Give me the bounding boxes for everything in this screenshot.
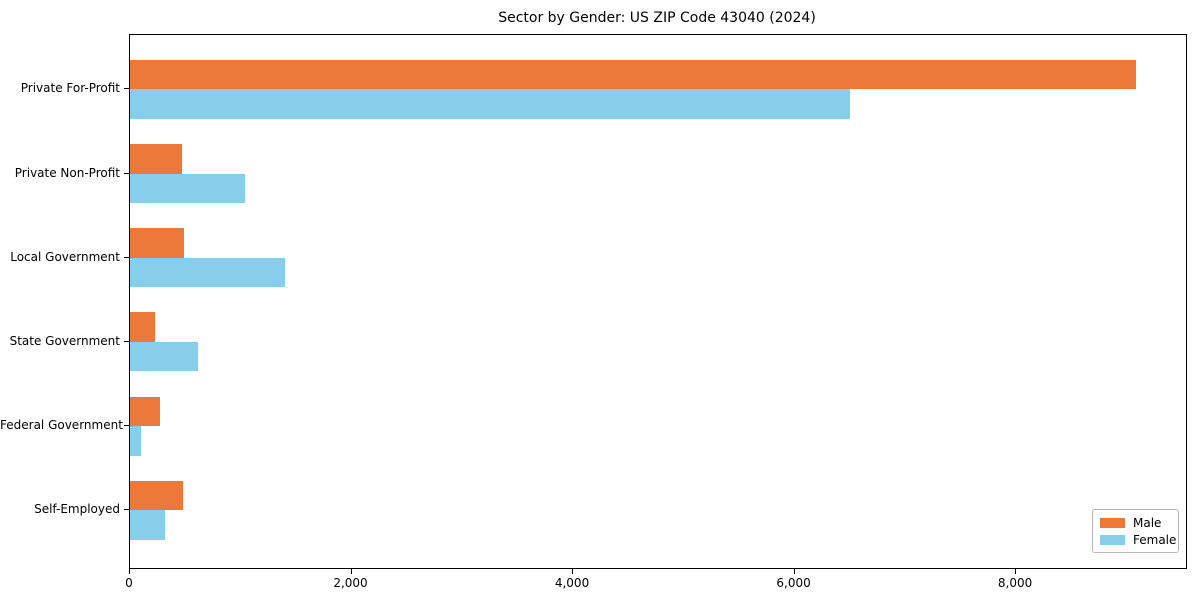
y-tick-mark — [124, 509, 129, 511]
x-tick-label-1: 2,000 — [333, 576, 368, 590]
legend: Male Female — [1092, 509, 1179, 553]
x-tick-label-0: 0 — [125, 576, 133, 590]
x-tick-label-3: 6,000 — [776, 576, 811, 590]
category-label-4: Federal Government — [0, 418, 123, 433]
bar-male-0 — [130, 59, 1136, 90]
legend-label-male: Male — [1133, 515, 1162, 530]
y-tick-mark — [124, 256, 129, 258]
plot-area — [129, 34, 1187, 569]
x-tick-label-2: 4,000 — [554, 576, 590, 590]
bar-female-3 — [130, 341, 198, 372]
bar-male-1 — [130, 144, 183, 174]
x-tick-mark — [350, 569, 352, 574]
category-label-3: State Government — [9, 333, 120, 348]
bar-male-4 — [130, 396, 160, 427]
x-tick-mark — [129, 569, 130, 574]
legend-swatch-male — [1100, 517, 1125, 528]
bar-male-2 — [130, 228, 185, 258]
x-tick-mark — [793, 569, 795, 574]
legend-item-female: Female — [1100, 534, 1176, 546]
legend-item-male: Male — [1100, 517, 1171, 529]
category-label-1: Private Non-Profit — [14, 165, 120, 180]
y-tick-mark — [124, 172, 129, 174]
y-tick-mark — [124, 340, 129, 342]
legend-swatch-female — [1100, 534, 1125, 545]
bar-male-5 — [130, 480, 184, 511]
bar-female-1 — [130, 173, 246, 203]
x-tick-label-4: 8,000 — [997, 576, 1033, 590]
bar-male-3 — [130, 312, 155, 342]
category-label-0: Private For-Profit — [20, 81, 120, 96]
chart-title: Sector by Gender: US ZIP Code 43040 (202… — [498, 10, 816, 26]
y-tick-mark — [124, 88, 129, 90]
category-label-2: Local Government — [10, 249, 120, 264]
y-tick-mark — [124, 425, 129, 427]
bar-female-0 — [130, 89, 850, 119]
category-label-5: Self-Employed — [34, 502, 120, 517]
legend-label-female: Female — [1133, 532, 1177, 547]
bar-female-4 — [130, 426, 141, 456]
x-tick-mark — [1015, 569, 1017, 574]
bar-female-5 — [130, 510, 165, 540]
bar-female-2 — [130, 257, 286, 288]
x-tick-mark — [572, 569, 574, 574]
